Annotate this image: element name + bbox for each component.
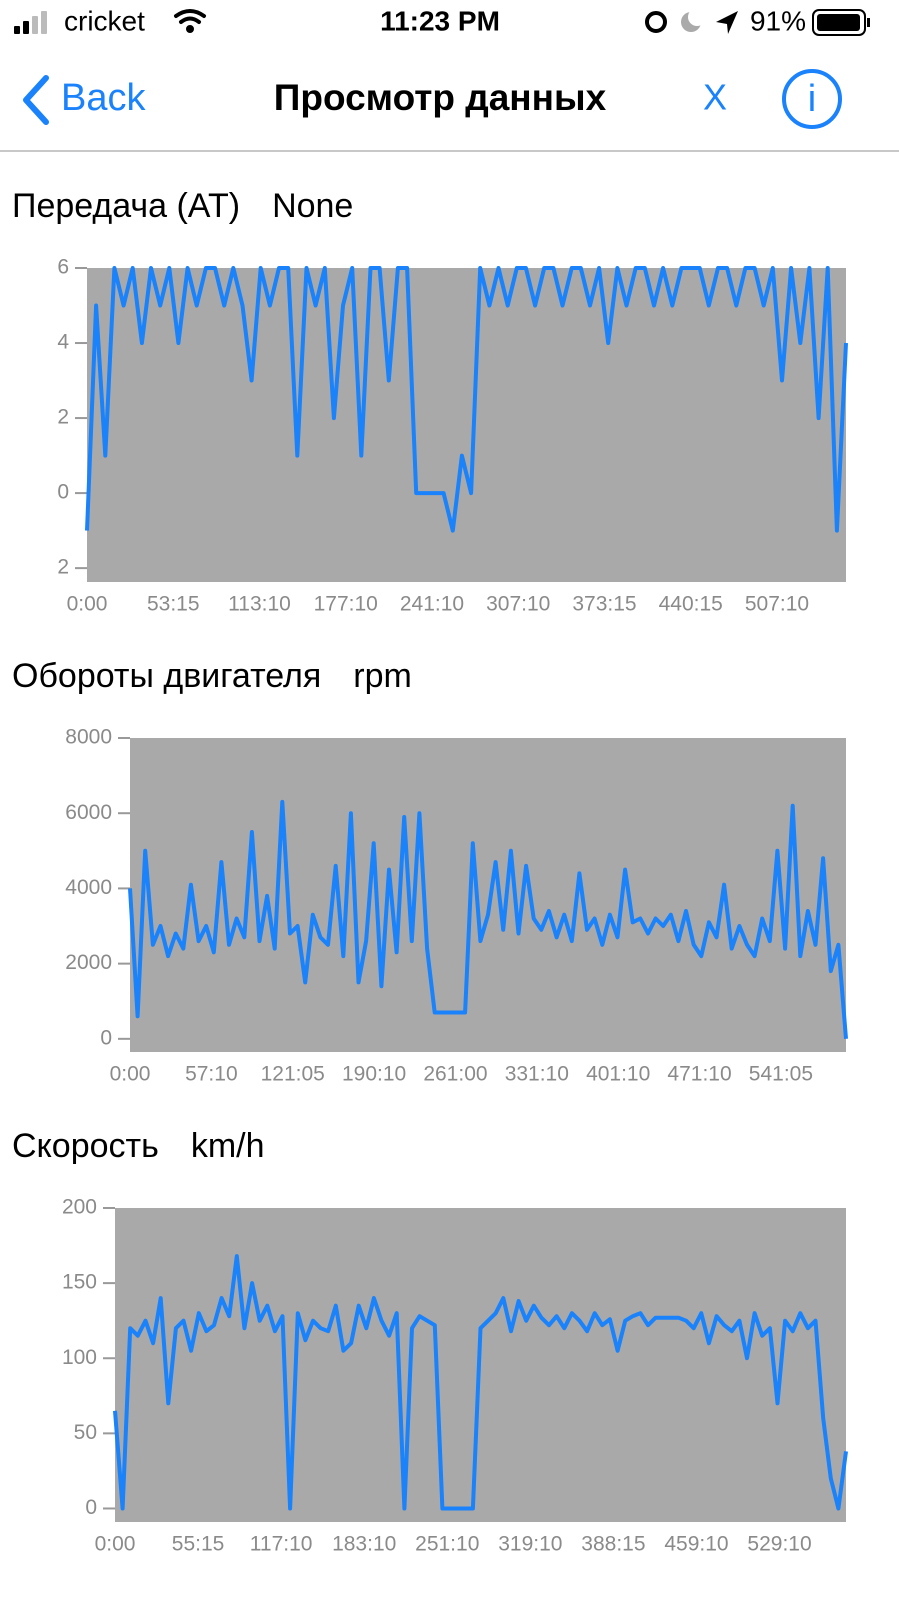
y-tick-label: 4	[57, 331, 69, 354]
y-tick-label: 50	[74, 1421, 97, 1444]
y-tick-label: 100	[62, 1346, 97, 1369]
x-tick-label: 55:15	[172, 1533, 225, 1556]
plot-area	[87, 268, 846, 582]
y-tick-label: 200	[62, 1196, 97, 1219]
chart-unit: km/h	[191, 1127, 265, 1165]
x-tick-label: 177:10	[314, 593, 378, 616]
x-tick-label: 440:15	[659, 593, 723, 616]
y-tick-label: 2	[57, 406, 69, 429]
data-line	[128, 799, 848, 1039]
y-tick-label: 4000	[65, 876, 112, 899]
x-tick-label: 373:15	[572, 593, 636, 616]
chart-title: Обороты двигателя	[12, 657, 321, 695]
x-tick-label: 388:15	[581, 1533, 645, 1556]
y-tick-label: 0	[57, 481, 69, 504]
plot-area	[130, 738, 846, 1052]
y-tick-label: 6000	[65, 801, 112, 824]
x-tick-label: 529:10	[747, 1533, 811, 1556]
wifi-icon	[174, 9, 206, 33]
info-button[interactable]: i	[782, 69, 842, 129]
close-button[interactable]: X	[703, 77, 727, 118]
x-tick-label: 401:10	[586, 1063, 650, 1086]
x-tick-label: 541:05	[749, 1063, 813, 1086]
y-tick-label: 6	[57, 256, 69, 279]
chart-title: Скорость	[12, 1127, 159, 1165]
x-tick-label: 0:00	[67, 593, 108, 616]
y-tick-label: 2000	[65, 951, 112, 974]
x-tick-label: 307:10	[486, 593, 550, 616]
x-tick-label: 190:10	[342, 1063, 406, 1086]
x-tick-label: 117:10	[250, 1533, 313, 1556]
y-tick-label: 2	[57, 556, 69, 579]
clock: 11:23 PM	[380, 5, 500, 36]
x-tick-label: 0:00	[95, 1533, 136, 1556]
data-line	[113, 1254, 848, 1511]
battery-icon	[812, 9, 870, 36]
data-line	[85, 266, 848, 533]
x-tick-label: 507:10	[745, 593, 809, 616]
y-tick-label: 0	[100, 1026, 112, 1049]
y-tick-label: 0	[85, 1496, 97, 1519]
x-tick-label: 57:10	[185, 1063, 238, 1086]
back-label[interactable]: Back	[61, 77, 146, 119]
x-tick-label: 53:15	[147, 593, 200, 616]
info-label[interactable]: i	[808, 78, 816, 120]
x-tick-label: 319:10	[498, 1533, 562, 1556]
carrier: cricket	[64, 5, 145, 36]
x-tick-label: 241:10	[400, 593, 464, 616]
signal-icon	[14, 11, 47, 34]
x-tick-label: 183:10	[332, 1533, 396, 1556]
status-icons	[645, 8, 738, 34]
x-tick-label: 459:10	[664, 1533, 728, 1556]
y-tick-label: 150	[62, 1271, 97, 1294]
x-tick-label: 331:10	[505, 1063, 569, 1086]
chart-unit: rpm	[353, 657, 412, 695]
x-tick-label: 0:00	[110, 1063, 151, 1086]
x-tick-label: 251:10	[415, 1533, 479, 1556]
chart-unit: None	[272, 187, 353, 225]
y-tick-label: 8000	[65, 726, 112, 749]
x-tick-label: 261:00	[423, 1063, 487, 1086]
nav-title: Просмотр данных	[274, 77, 607, 118]
battery-level: 91%	[750, 5, 806, 36]
x-tick-label: 113:10	[228, 593, 291, 616]
x-tick-label: 121:05	[261, 1063, 325, 1086]
back-button[interactable]: Back	[23, 75, 146, 125]
x-tick-label: 471:10	[667, 1063, 731, 1086]
chart-title: Передача (AT)	[12, 187, 240, 225]
